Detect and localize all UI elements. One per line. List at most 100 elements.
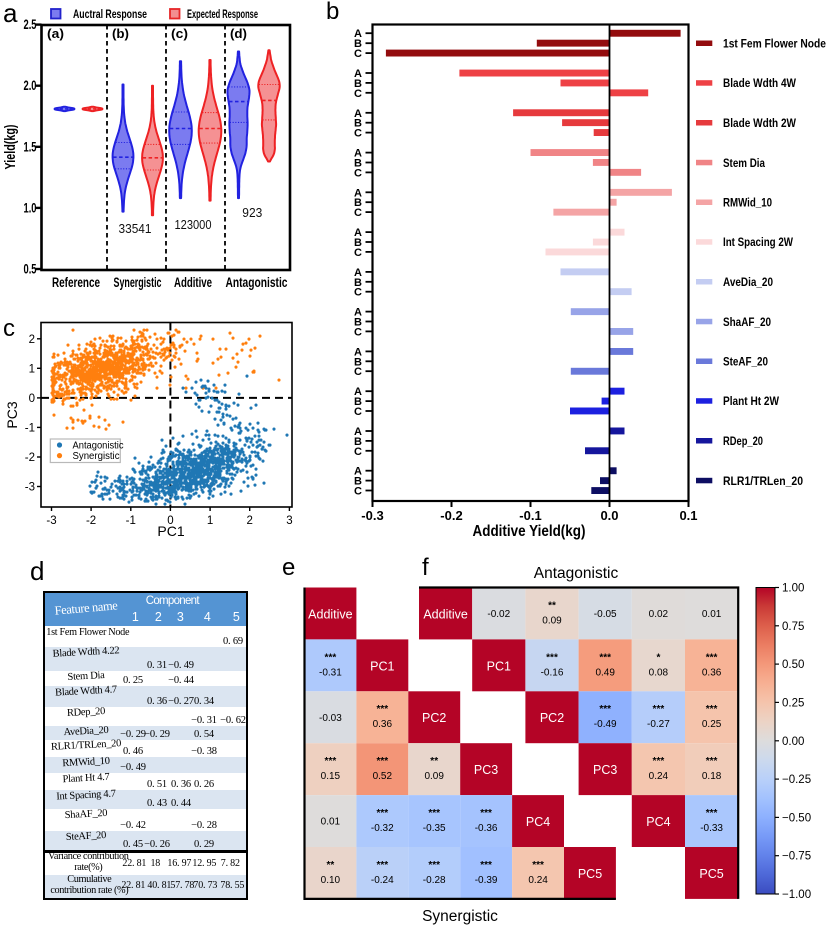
svg-text:0.24: 0.24 <box>528 875 548 886</box>
svg-text:PC3: PC3 <box>593 763 617 777</box>
svg-text:0.49: 0.49 <box>595 667 615 678</box>
svg-text:123000: 123000 <box>175 217 212 232</box>
svg-text:PC2: PC2 <box>540 711 564 725</box>
svg-text:Blade Wdth 4W: Blade Wdth 4W <box>723 78 796 90</box>
svg-text:2.0: 2.0 <box>24 77 37 93</box>
svg-text:***: *** <box>706 808 718 819</box>
svg-text:2: 2 <box>246 515 252 527</box>
svg-text:A: A <box>354 68 362 80</box>
svg-text:**: ** <box>548 601 556 612</box>
svg-text:−1.00: −1.00 <box>782 889 811 901</box>
svg-text:RDep_20: RDep_20 <box>723 436 763 448</box>
svg-text:0.36: 0.36 <box>373 719 393 730</box>
svg-text:0.10: 0.10 <box>321 875 341 886</box>
svg-text:A: A <box>354 346 362 358</box>
svg-text:-0.33: -0.33 <box>700 823 723 834</box>
svg-text:0.0: 0.0 <box>600 508 618 523</box>
svg-text:-0.03: -0.03 <box>319 713 342 724</box>
svg-text:1.5: 1.5 <box>24 138 37 154</box>
svg-text:0.25: 0.25 <box>702 719 722 730</box>
svg-text:PC2: PC2 <box>422 711 446 725</box>
svg-text:C: C <box>354 366 362 378</box>
svg-text:***: *** <box>428 860 440 871</box>
svg-text:C: C <box>354 247 362 259</box>
svg-text:B: B <box>354 317 362 329</box>
svg-text:0.09: 0.09 <box>424 771 444 782</box>
svg-text:(a): (a) <box>47 26 64 41</box>
svg-text:-0.35: -0.35 <box>423 823 446 834</box>
svg-text:***: *** <box>480 860 492 871</box>
svg-text:***: *** <box>599 704 611 715</box>
svg-text:C: C <box>354 167 362 179</box>
svg-text:Antagonistic: Antagonistic <box>226 275 288 290</box>
svg-text:***: *** <box>599 652 611 663</box>
svg-text:f: f <box>422 554 429 581</box>
svg-text:***: *** <box>653 704 665 715</box>
svg-text:Yield(kg): Yield(kg) <box>2 125 19 170</box>
svg-text:Int Spacing 2W: Int Spacing 2W <box>723 237 793 249</box>
svg-text:-0.36: -0.36 <box>475 823 498 834</box>
svg-text:***: *** <box>480 808 492 819</box>
svg-text:C: C <box>354 128 362 140</box>
svg-text:1: 1 <box>207 515 213 527</box>
svg-text:**: ** <box>430 756 438 767</box>
svg-text:-3: -3 <box>46 515 56 527</box>
svg-text:0.52: 0.52 <box>373 771 393 782</box>
svg-text:3: 3 <box>286 515 292 527</box>
svg-text:-0.31: -0.31 <box>319 667 342 678</box>
svg-text:A: A <box>354 187 362 199</box>
svg-text:A: A <box>354 28 362 40</box>
svg-text:1: 1 <box>29 363 35 375</box>
svg-text:Additive Yield(kg): Additive Yield(kg) <box>473 523 586 540</box>
svg-text:***: *** <box>376 808 388 819</box>
svg-text:PC5: PC5 <box>578 867 602 881</box>
svg-text:-2: -2 <box>86 515 96 527</box>
svg-text:-2: -2 <box>25 452 35 464</box>
svg-text:-1: -1 <box>126 515 136 527</box>
svg-text:Plant Ht 2W: Plant Ht 2W <box>723 396 779 408</box>
svg-text:-0.49: -0.49 <box>594 719 617 730</box>
svg-text:RMWid_10: RMWid_10 <box>723 198 772 210</box>
svg-text:Additive: Additive <box>423 608 468 622</box>
svg-text:0: 0 <box>29 393 35 405</box>
svg-text:0.15: 0.15 <box>321 771 341 782</box>
svg-text:d: d <box>30 556 44 586</box>
svg-text:PC4: PC4 <box>646 815 670 829</box>
svg-text:1st Fem Flower Node: 1st Fem Flower Node <box>723 39 826 51</box>
svg-text:-1: -1 <box>25 422 35 434</box>
svg-text:Synergistic: Synergistic <box>73 451 120 462</box>
svg-text:0.18: 0.18 <box>702 771 722 782</box>
svg-text:***: *** <box>706 652 718 663</box>
svg-text:e: e <box>282 554 295 581</box>
svg-text:***: *** <box>376 860 388 871</box>
svg-text:0.00: 0.00 <box>782 736 804 748</box>
svg-text:-0.1: -0.1 <box>519 508 541 523</box>
svg-text:1.00: 1.00 <box>782 583 804 595</box>
svg-text:C: C <box>354 486 362 498</box>
svg-text:B: B <box>354 396 362 408</box>
svg-text:0: 0 <box>167 515 173 527</box>
svg-text:Stem Dia: Stem Dia <box>723 158 766 170</box>
svg-text:***: *** <box>653 756 665 767</box>
svg-text:-0.27: -0.27 <box>647 719 670 730</box>
svg-text:0.02: 0.02 <box>649 609 669 620</box>
svg-text:**: ** <box>327 860 335 871</box>
svg-text:PC1: PC1 <box>487 659 511 673</box>
svg-text:-0.24: -0.24 <box>371 875 394 886</box>
svg-text:0.01: 0.01 <box>321 817 341 828</box>
svg-text:C: C <box>354 406 362 418</box>
svg-text:B: B <box>354 277 362 289</box>
svg-text:B: B <box>354 237 362 249</box>
svg-text:PC3: PC3 <box>4 401 20 428</box>
svg-text:b: b <box>326 0 339 25</box>
svg-text:a: a <box>3 0 18 28</box>
svg-text:c: c <box>3 315 15 342</box>
svg-text:Reference: Reference <box>52 275 100 290</box>
svg-text:Additive: Additive <box>308 608 353 622</box>
svg-text:0.24: 0.24 <box>649 771 669 782</box>
svg-text:-0.02: -0.02 <box>487 609 510 620</box>
svg-text:0.5: 0.5 <box>24 261 37 277</box>
svg-text:-3: -3 <box>25 482 35 494</box>
svg-text:C: C <box>354 287 362 299</box>
svg-text:Expected Response: Expected Response <box>187 9 258 21</box>
